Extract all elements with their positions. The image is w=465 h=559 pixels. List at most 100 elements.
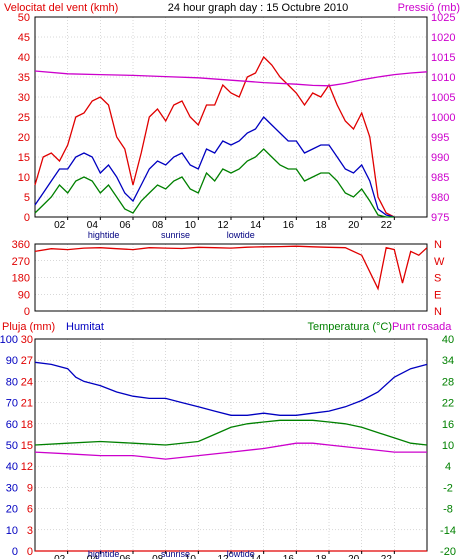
x-tick-label: 08 (152, 220, 164, 231)
temperature-y-tick-label: 10 (442, 440, 454, 452)
x-tick-label: 10 (185, 554, 197, 559)
event-label: sunrise (161, 230, 190, 240)
x-tick-label: 10 (185, 220, 197, 231)
pressure-y-tick-label: 1020 (431, 32, 455, 44)
x-tick-label: 16 (283, 220, 295, 231)
wind_min-line (34, 148, 395, 218)
humidity-y-tick-label: 90 (6, 355, 18, 367)
direction-line (34, 245, 428, 291)
x-tick-label: 22 (381, 220, 393, 231)
humidity-y-tick-label: 10 (6, 525, 18, 537)
pressure-y-tick-label: 980 (431, 192, 449, 204)
x-tick-label: 18 (315, 554, 327, 559)
pressure-axis-title: Pressió (mb) (398, 2, 460, 14)
x-tick-label: 04 (87, 554, 99, 559)
rain-y-tick-label: 9 (27, 482, 33, 494)
rain-y-tick-label: 27 (21, 355, 33, 367)
humidity-y-tick-label: 30 (6, 482, 18, 494)
humidity-y-tick-label: 100 (0, 334, 18, 346)
humidity-line (34, 361, 428, 416)
wind-y-tick-label: 15 (18, 152, 30, 164)
pressure-y-tick-label: 990 (431, 152, 449, 164)
compass-label: N (434, 306, 442, 318)
direction-y-tick-label: 360 (12, 239, 30, 251)
pressure-y-tick-label: 1015 (431, 52, 455, 64)
direction-y-tick-label: 0 (24, 306, 30, 318)
compass-label: E (434, 289, 441, 301)
temperature-y-tick-label: 22 (442, 398, 454, 410)
wind-y-tick-label: 5 (24, 192, 30, 204)
x-tick-label: 02 (54, 554, 66, 559)
x-tick-label: 06 (119, 220, 131, 231)
event-label: lowtide (227, 230, 255, 240)
rain-axis-title: Pluja (mm) (2, 321, 55, 333)
temperature-y-tick-label: 34 (442, 355, 454, 367)
dewpoint-axis-title: Punt rosada (392, 321, 452, 333)
pressure-y-tick-label: 985 (431, 172, 449, 184)
rain-y-tick-label: 18 (21, 419, 33, 431)
direction-y-tick-label: 90 (18, 289, 30, 301)
wind-axis-title: Velocitat del vent (kmh) (4, 2, 118, 14)
humidity-y-tick-label: 50 (6, 440, 18, 452)
wind_avg-line (34, 115, 395, 218)
event-label: sunrise (161, 549, 190, 559)
temperature-y-tick-label: 28 (442, 376, 454, 388)
pressure-y-tick-label: 975 (431, 212, 449, 224)
wind-y-tick-label: 45 (18, 32, 30, 44)
direction-y-tick-label: 270 (12, 256, 30, 268)
temperature-line (34, 419, 428, 446)
temperature-y-tick-label: -2 (443, 482, 453, 494)
rain-y-tick-label: 0 (27, 546, 33, 558)
rain-y-tick-label: 6 (27, 504, 33, 516)
temperature-y-tick-label: 16 (442, 419, 454, 431)
wind-pressure-panel: 0510152025303540455097598098599099510001… (18, 12, 456, 240)
rain-y-tick-label: 30 (21, 334, 33, 346)
x-tick-label: 06 (119, 554, 131, 559)
pressure-y-tick-label: 1010 (431, 72, 455, 84)
compass-label: N (434, 239, 442, 251)
rain-y-tick-label: 21 (21, 398, 33, 410)
temperature-axis-title: Temperatura (°C) (308, 321, 392, 333)
x-tick-label: 12 (217, 554, 229, 559)
humidity-y-tick-label: 60 (6, 419, 18, 431)
wind-y-tick-label: 50 (18, 12, 30, 24)
rain-y-tick-label: 3 (27, 525, 33, 537)
x-tick-label: 02 (54, 220, 66, 231)
x-tick-label: 14 (250, 554, 262, 559)
wind-y-tick-label: 10 (18, 172, 30, 184)
humidity-axis-title: Humitat (66, 321, 104, 333)
temperature-y-tick-label: 4 (445, 461, 451, 473)
chart-title: 24 hour graph day : 15 Octubre 2010 (168, 2, 348, 14)
wind_gust-line (34, 55, 395, 218)
humidity-y-tick-label: 20 (6, 504, 18, 516)
x-tick-label: 04 (87, 220, 99, 231)
temperature-y-tick-label: -20 (440, 546, 456, 558)
rain-y-tick-label: 15 (21, 440, 33, 452)
direction-y-tick-label: 180 (12, 273, 30, 285)
wind-y-tick-label: 30 (18, 92, 30, 104)
pressure-y-tick-label: 1005 (431, 92, 455, 104)
x-tick-label: 08 (152, 554, 164, 559)
wind-y-tick-label: 25 (18, 112, 30, 124)
x-tick-label: 18 (315, 220, 327, 231)
x-tick-label: 22 (381, 554, 393, 559)
temperature-y-tick-label: -14 (440, 525, 456, 537)
humidity-y-tick-label: 0 (12, 546, 18, 558)
x-tick-label: 16 (283, 554, 295, 559)
humidity-y-tick-label: 80 (6, 376, 18, 388)
rain-y-tick-label: 12 (21, 461, 33, 473)
x-tick-label: 20 (348, 554, 360, 559)
compass-label: W (434, 256, 445, 268)
x-tick-label: 14 (250, 220, 262, 231)
event-label: hightide (88, 549, 120, 559)
pressure-y-tick-label: 1025 (431, 12, 455, 24)
pressure-y-tick-label: 1000 (431, 112, 455, 124)
event-label: lowtide (227, 549, 255, 559)
wind-y-tick-label: 35 (18, 72, 30, 84)
direction-frame (34, 243, 428, 312)
pressure-y-tick-label: 995 (431, 132, 449, 144)
wind-y-tick-label: 0 (24, 212, 30, 224)
event-label: hightide (88, 230, 120, 240)
